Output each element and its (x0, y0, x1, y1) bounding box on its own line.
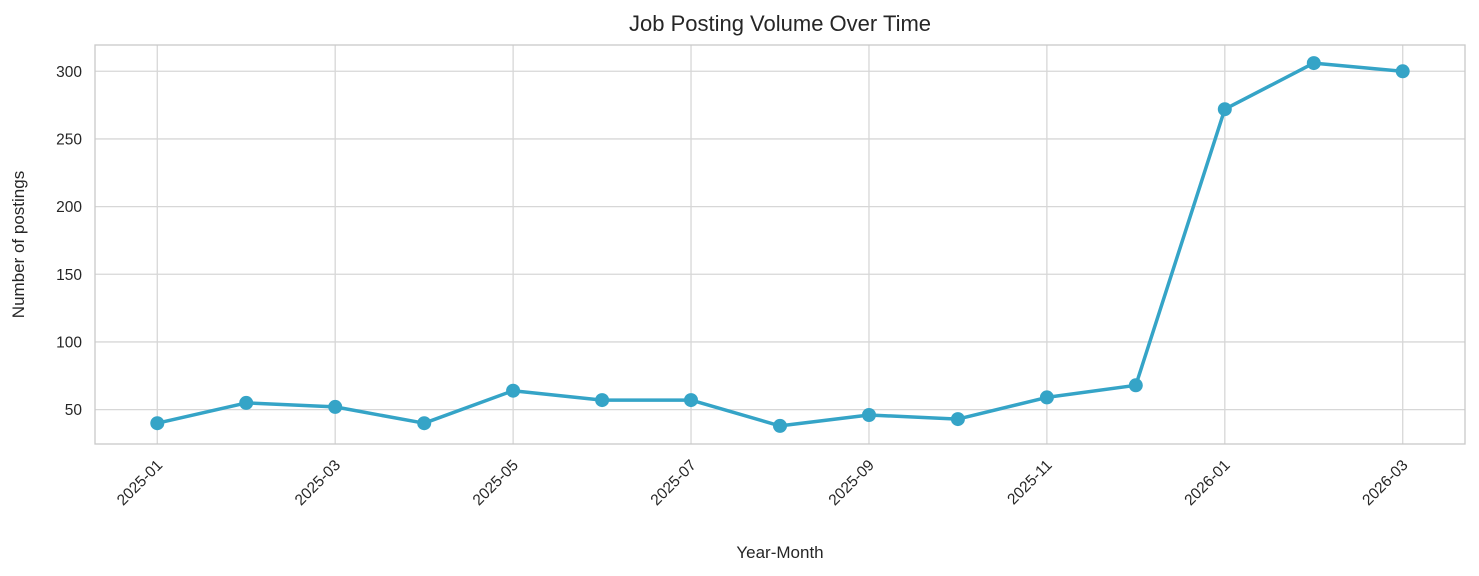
chart-title: Job Posting Volume Over Time (629, 11, 931, 36)
x-tick-label: 2025-11 (1004, 457, 1055, 508)
x-tick-label: 2025-01 (114, 457, 166, 509)
x-tick-label: 2026-01 (1181, 457, 1233, 509)
x-axis-label: Year-Month (736, 543, 823, 562)
x-axis-tick-labels: 2025-01 2025-03 2025-05 2025-07 2025-09 2025-… (114, 457, 1412, 509)
data-point-2025-10 (950, 412, 965, 427)
y-axis-tick-labels: 50 100 150 200 250 300 (56, 64, 82, 419)
data-point-2025-06 (595, 393, 610, 408)
data-point-2025-08 (773, 418, 787, 433)
x-tick-label: 2025-07 (648, 457, 700, 509)
y-axis-label: Number of postings (9, 171, 28, 318)
plot-frame (94, 44, 1466, 445)
x-tick-label: 2025-09 (826, 457, 878, 509)
y-tick-label: 300 (56, 64, 82, 81)
data-point-2025-09 (862, 408, 876, 422)
data-point-2026-01 (1217, 102, 1232, 117)
data-point-2026-02 (1306, 56, 1321, 71)
data-point-2025-12 (1128, 378, 1143, 393)
x-tick-label: 2025-05 (470, 457, 522, 509)
x-tick-label: 2026-03 (1359, 457, 1411, 509)
data-point-2025-04 (417, 416, 432, 431)
plot-background (95, 45, 1465, 444)
line-series-postings (150, 56, 1410, 433)
data-point-2026-03 (1395, 64, 1410, 79)
y-tick-label: 150 (56, 267, 82, 284)
data-point-2025-03 (328, 399, 343, 414)
y-tick-label: 50 (65, 402, 83, 419)
data-point-2025-01 (150, 416, 165, 431)
data-point-2025-07 (684, 393, 698, 408)
x-tick-label: 2025-03 (292, 457, 344, 509)
y-tick-label: 100 (56, 334, 82, 351)
y-tick-label: 250 (56, 131, 82, 148)
data-point-2025-11 (1039, 390, 1054, 405)
y-tick-label: 200 (56, 199, 82, 216)
data-point-2025-05 (506, 383, 521, 398)
data-point-2025-02 (239, 395, 254, 410)
gridlines (95, 45, 1465, 444)
